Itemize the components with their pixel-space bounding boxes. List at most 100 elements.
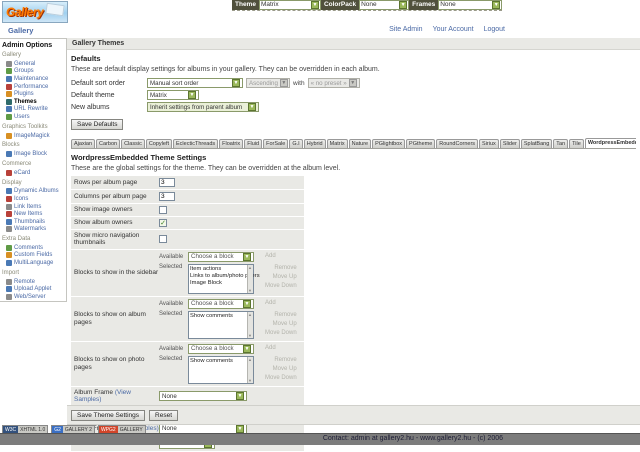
sidebar-item-general[interactable]: General	[6, 60, 64, 68]
list-actions: Remove Move Up Move Down	[265, 264, 297, 291]
blocks-album-available-select[interactable]: Choose a block	[188, 298, 254, 309]
view-samples-link[interactable]: (View Samples)	[74, 388, 131, 404]
new-albums-label: New albums	[71, 103, 110, 111]
sidebar-item-watermarks[interactable]: Watermarks	[6, 226, 64, 234]
tab-pgtheme[interactable]: PGtheme	[406, 139, 436, 148]
tab-gi[interactable]: G.I	[289, 139, 303, 148]
scrollbar[interactable]	[247, 356, 253, 383]
tab-ajaxian[interactable]: Ajaxian	[71, 139, 96, 148]
sidebar-item-image-block[interactable]: Image Block	[6, 150, 64, 158]
tab-slider[interactable]: Slider	[499, 139, 520, 148]
album-frame-select[interactable]: None	[159, 391, 247, 402]
sidebar-item-web-server[interactable]: Web/Server	[6, 293, 64, 301]
sidebar-item-remote[interactable]: Remote	[6, 278, 64, 286]
logout-link[interactable]: Logout	[483, 26, 505, 33]
list-item[interactable]: Image Block	[190, 279, 222, 286]
tab-carbon[interactable]: Carbon	[96, 139, 121, 148]
tab-copyleft[interactable]: Copyleft	[145, 139, 173, 148]
blocks-photo-selected-listbox[interactable]: Show comments	[188, 355, 254, 384]
logo-text: Gallery	[6, 5, 44, 19]
blocks-photo-available-select[interactable]: Choose a block	[188, 343, 254, 354]
frames-select[interactable]: None	[438, 0, 503, 10]
list-item[interactable]: Item actions	[190, 265, 222, 272]
dropdown-arrow-icon[interactable]	[243, 299, 251, 308]
plugins-icon	[6, 91, 12, 98]
sidebar-item-custom-fields[interactable]: Custom Fields	[6, 252, 64, 260]
save-defaults-button[interactable]: Save Defaults	[71, 119, 124, 130]
dropdown-arrow-icon[interactable]	[243, 344, 251, 353]
colorpack-select[interactable]: None	[359, 0, 410, 10]
tab-pglightbox[interactable]: PGlightbox	[372, 139, 406, 148]
dropdown-arrow-icon[interactable]	[248, 103, 256, 111]
sidebar-item-ecard[interactable]: eCard	[6, 169, 64, 177]
blocks-sidebar-selected-listbox[interactable]: Item actions Links to album/photo peers …	[188, 263, 260, 294]
site-admin-link[interactable]: Site Admin	[389, 26, 423, 33]
sidebar-item-groups[interactable]: Groups	[6, 68, 64, 76]
list-item[interactable]: Links to album/photo peers	[190, 272, 260, 279]
tab-eclecticthreads[interactable]: EclecticThreads	[173, 139, 219, 148]
scrollbar[interactable]	[247, 264, 253, 293]
sidebar-item-imagemagick[interactable]: ImageMagick	[6, 132, 64, 140]
dropdown-arrow-icon[interactable]	[310, 1, 319, 9]
sidebar-item-multilanguage[interactable]: MultiLanguage	[6, 259, 64, 267]
tab-forsale[interactable]: ForSale	[263, 139, 289, 148]
tab-roundcorners[interactable]: RoundCorners	[436, 139, 479, 148]
default-sort-order-select[interactable]: Manual sort order	[147, 78, 243, 88]
dropdown-arrow-icon[interactable]	[236, 424, 244, 433]
sidebar-item-users[interactable]: Users	[6, 113, 64, 121]
list-item[interactable]: Show comments	[190, 312, 233, 319]
show-image-owners-checkbox[interactable]	[159, 206, 167, 214]
sidebar-item-comments[interactable]: Comments	[6, 244, 64, 252]
sidebar-item-themes[interactable]: Themes	[6, 98, 64, 106]
sidebar-item-maintenance[interactable]: Maintenance	[6, 75, 64, 83]
reset-button[interactable]: Reset	[149, 409, 179, 421]
dropdown-arrow-icon[interactable]	[188, 91, 196, 99]
blocks-album-selected-listbox[interactable]: Show comments	[188, 310, 254, 339]
tab-siriux[interactable]: Siriux	[479, 139, 499, 148]
sidebar-item-new-items[interactable]: New Items	[6, 210, 64, 218]
tab-tile[interactable]: Tile	[569, 139, 584, 148]
save-theme-settings-button[interactable]: Save Theme Settings	[71, 409, 146, 421]
your-account-link[interactable]: Your Account	[432, 26, 474, 33]
cols-per-page-input[interactable]	[159, 192, 175, 201]
sidebar-item-thumbnails[interactable]: Thumbnails	[6, 218, 64, 226]
dropdown-arrow-icon[interactable]	[243, 252, 251, 261]
sidebar-item-upload-applet[interactable]: Upload Applet	[6, 285, 64, 293]
blocks-photo-control: Available Choose a block Add Selected Sh…	[159, 343, 301, 384]
rows-per-page-input[interactable]	[159, 178, 175, 187]
sidebar-item-dynamic-albums[interactable]: Dynamic Albums	[6, 188, 64, 196]
tab-splatbang[interactable]: SplatBang	[520, 139, 553, 148]
list-item[interactable]: Show comments	[190, 357, 233, 364]
dropdown-arrow-icon[interactable]	[232, 79, 240, 87]
show-micro-nav-checkbox[interactable]	[159, 235, 167, 244]
tab-floatrix[interactable]: Floatrix	[219, 139, 244, 148]
gallery-logo[interactable]: Gallery	[2, 1, 68, 23]
sidebar-item-plugins[interactable]: Plugins	[6, 90, 64, 98]
page-title: Gallery Themes	[67, 38, 640, 50]
move-down-action: Move Down	[265, 282, 297, 289]
dropdown-arrow-icon[interactable]	[492, 1, 501, 9]
sidebar-item-url-rewrite[interactable]: URL Rewrite	[6, 106, 64, 114]
tab-nature[interactable]: Nature	[348, 139, 372, 148]
tab-hybrid[interactable]: Hybrid	[303, 139, 326, 148]
tab-matrix[interactable]: Matrix	[326, 139, 348, 148]
maintenance-icon	[6, 75, 12, 82]
breadcrumb[interactable]: Gallery	[8, 26, 34, 35]
tab-fluid[interactable]: Fluid	[244, 139, 263, 148]
blocks-sidebar-available-select[interactable]: Choose a block	[188, 251, 254, 262]
tab-wordpressembedded[interactable]: WordpressEmbedded	[584, 138, 636, 148]
new-albums-select[interactable]: Inherit settings from parent album	[147, 102, 259, 112]
sidebar-item-performance[interactable]: Performance	[6, 83, 64, 91]
default-theme-select[interactable]: Matrix	[147, 90, 199, 100]
show-album-owners-checkbox[interactable]	[159, 219, 167, 227]
frames-label: Frames	[409, 0, 439, 10]
tab-tan[interactable]: Tan	[553, 139, 569, 148]
sidebar-item-link-items[interactable]: Link Items	[6, 203, 64, 211]
theme-select[interactable]: Matrix	[258, 0, 321, 10]
scrollbar[interactable]	[247, 311, 253, 338]
sidebar-item-icons[interactable]: Icons	[6, 195, 64, 203]
cols-per-page-row: Columns per album page	[71, 190, 304, 203]
dropdown-arrow-icon[interactable]	[236, 392, 244, 401]
tab-classic[interactable]: Classic	[121, 139, 145, 148]
dropdown-arrow-icon[interactable]	[399, 1, 408, 9]
